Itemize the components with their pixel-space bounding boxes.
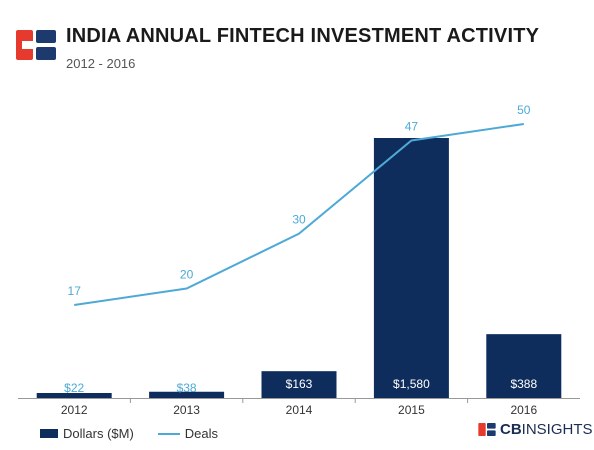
deals-label-2016: 50: [517, 103, 531, 117]
bar-2014: [261, 371, 337, 398]
deals-label-2012: 17: [68, 284, 82, 298]
bar-2012: [36, 393, 112, 398]
bar-2013: [149, 391, 225, 398]
bar-label-2014: $163: [286, 377, 313, 391]
chart-area: $22 $38 $163 $1,580 $388 2012 2013 2014 2015 201…: [18, 103, 580, 417]
x-tick-label-2015: 2015: [398, 403, 425, 417]
bar-2015: [373, 138, 449, 398]
brand-logo-icon: [478, 423, 496, 436]
x-tick-label-2016: 2016: [510, 403, 537, 417]
brand-wordmark: CB INSIGHTS: [478, 421, 593, 438]
bar-label-2016: $388: [510, 377, 537, 391]
legend-swatch-line: [157, 432, 180, 435]
deals-label-2013: 20: [180, 268, 194, 282]
legend-swatch-bar: [40, 429, 58, 438]
legend-label-dollars: Dollars ($M): [63, 426, 134, 441]
bar-label-2013: $38: [177, 381, 197, 395]
legend: Dollars ($M) Deals: [40, 426, 242, 441]
x-tick-label-2012: 2012: [61, 403, 88, 417]
bar-label-2012: $22: [64, 381, 84, 395]
legend-item-dollars: Dollars ($M): [40, 426, 134, 441]
x-tick-label-2013: 2013: [173, 403, 200, 417]
bar-2016: [486, 334, 562, 398]
deals-label-2014: 30: [292, 213, 306, 227]
legend-item-deals: Deals: [157, 426, 219, 441]
cb-insights-logo: [16, 30, 56, 60]
bar-label-2015: $1,580: [393, 377, 430, 391]
x-tick-label-2014: 2014: [286, 403, 313, 417]
brand-text-insights: INSIGHTS: [521, 421, 593, 438]
brand-text-cb: CB: [500, 421, 522, 438]
deals-label-2015: 47: [405, 119, 419, 133]
chart-title: INDIA ANNUAL FINTECH INVESTMENT ACTIVITY: [66, 25, 540, 47]
deals-line: [74, 123, 524, 306]
chart-subtitle: 2012 - 2016: [66, 56, 136, 71]
legend-label-deals: Deals: [184, 426, 219, 441]
